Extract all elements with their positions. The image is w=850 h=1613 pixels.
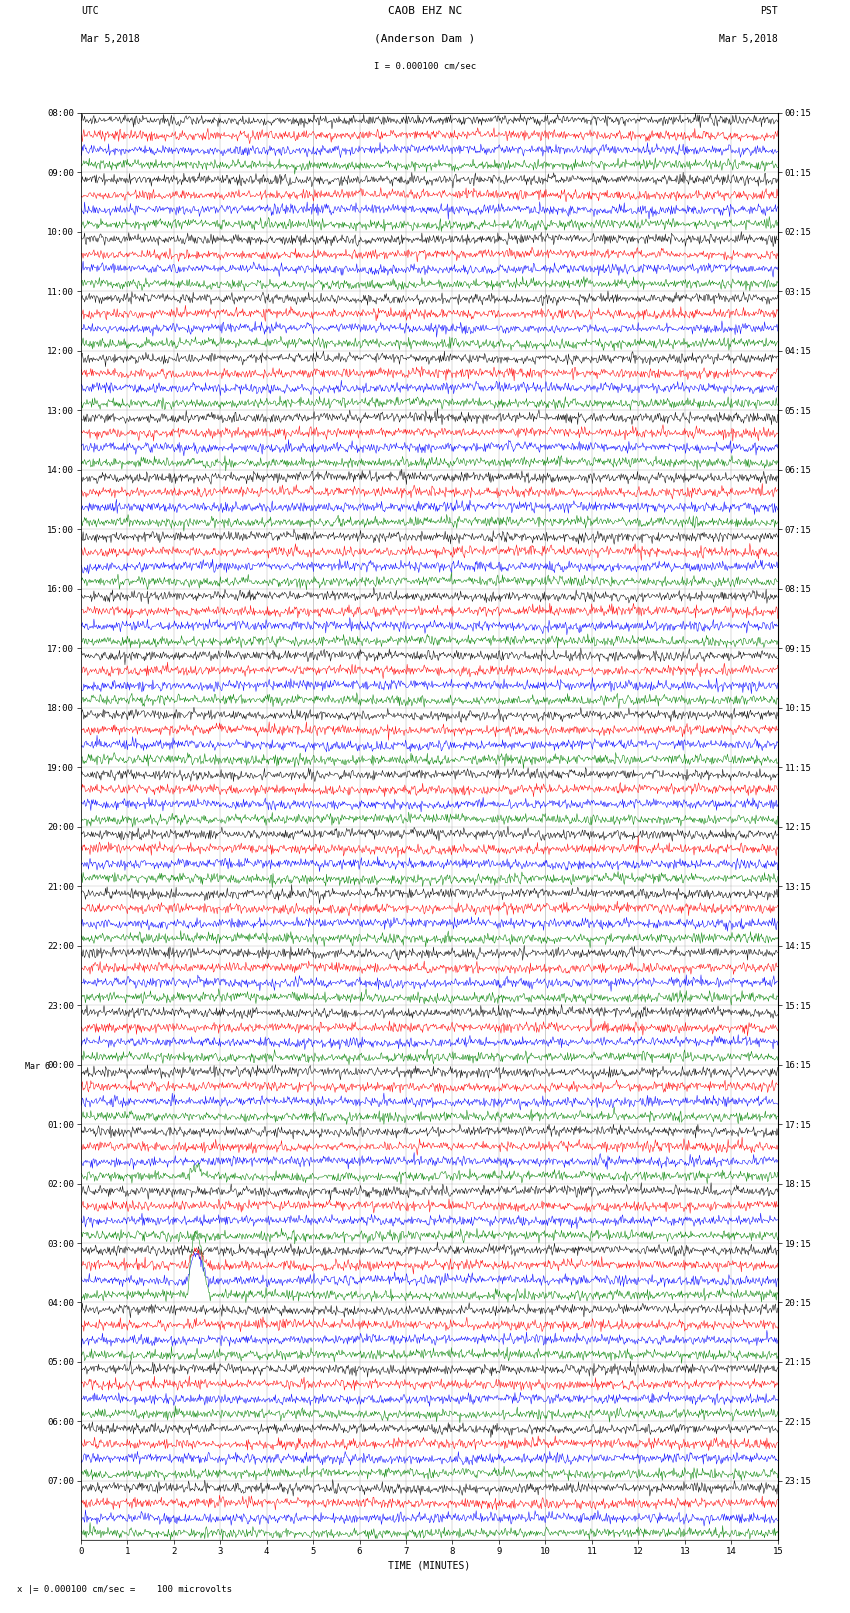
Text: (Anderson Dam ): (Anderson Dam )	[374, 34, 476, 44]
Text: I = 0.000100 cm/sec: I = 0.000100 cm/sec	[374, 61, 476, 71]
Text: Mar 6: Mar 6	[25, 1061, 50, 1071]
Text: Mar 5,2018: Mar 5,2018	[719, 34, 778, 44]
Text: x |= 0.000100 cm/sec =    100 microvolts: x |= 0.000100 cm/sec = 100 microvolts	[17, 1584, 232, 1594]
Text: UTC: UTC	[81, 6, 99, 16]
Text: Mar 5,2018: Mar 5,2018	[81, 34, 139, 44]
Text: PST: PST	[760, 6, 778, 16]
Text: CAOB EHZ NC: CAOB EHZ NC	[388, 6, 462, 16]
X-axis label: TIME (MINUTES): TIME (MINUTES)	[388, 1560, 470, 1571]
